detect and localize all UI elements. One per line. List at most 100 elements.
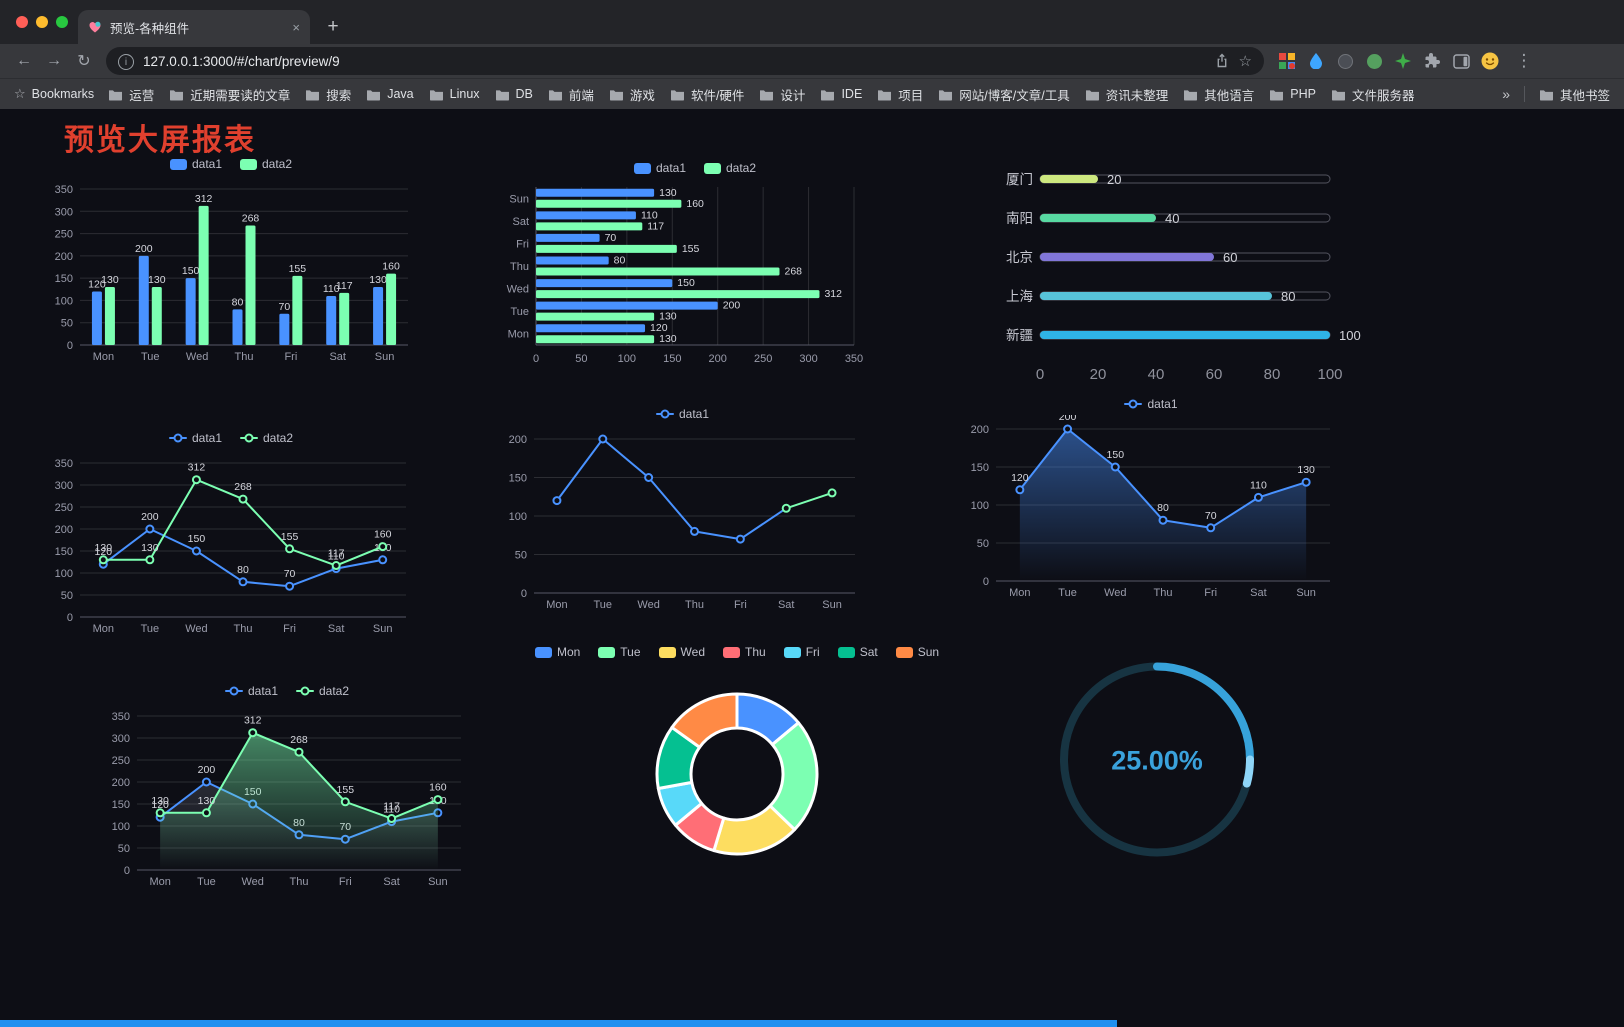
- pixel-extension-icon[interactable]: [1278, 52, 1296, 70]
- svg-text:40: 40: [1165, 211, 1179, 226]
- bookmark-label: DB: [515, 87, 533, 101]
- svg-text:Fri: Fri: [339, 876, 352, 888]
- legend-item-data1[interactable]: data1: [633, 161, 686, 175]
- window-close-button[interactable]: [16, 16, 28, 28]
- svg-text:0: 0: [124, 865, 130, 877]
- menu-icon[interactable]: ⋮: [1515, 51, 1533, 70]
- info-icon[interactable]: i: [118, 52, 134, 71]
- bookmark-folder[interactable]: 前端: [548, 85, 594, 104]
- svg-text:Wed: Wed: [242, 876, 264, 888]
- legend-item-Fri[interactable]: Fri: [783, 645, 820, 659]
- legend-item-Wed[interactable]: Wed: [658, 645, 705, 659]
- bookmark-star-icon[interactable]: ☆: [1238, 53, 1252, 70]
- svg-text:250: 250: [754, 353, 772, 365]
- folder-icon: [1270, 89, 1284, 101]
- svg-text:Wed: Wed: [1104, 587, 1126, 599]
- svg-text:Sun: Sun: [822, 599, 842, 611]
- green-circle-extension-icon[interactable]: [1365, 52, 1383, 70]
- bookmark-folder[interactable]: DB: [495, 87, 533, 101]
- window-zoom-button[interactable]: [56, 16, 68, 28]
- bookmark-folder[interactable]: 其他语言: [1183, 85, 1254, 104]
- legend-item-data2[interactable]: data2: [296, 684, 349, 698]
- bookmark-folder[interactable]: 软件/硬件: [670, 85, 744, 104]
- url-text[interactable]: 127.0.0.1:3000/#/chart/preview/9: [143, 53, 340, 69]
- svg-text:268: 268: [234, 481, 252, 493]
- other-bookmarks[interactable]: 其他书签: [1539, 85, 1610, 104]
- bookmark-folder[interactable]: Linux: [429, 87, 480, 101]
- svg-text:Tue: Tue: [197, 876, 216, 888]
- svg-text:20: 20: [1107, 172, 1121, 187]
- bookmark-folder[interactable]: PHP: [1269, 87, 1316, 101]
- svg-text:0: 0: [1036, 366, 1044, 383]
- legend-item-data1[interactable]: data1: [168, 431, 222, 445]
- star-extension-icon[interactable]: [1394, 52, 1412, 70]
- legend-item-Thu[interactable]: Thu: [723, 645, 766, 659]
- svg-text:新疆: 新疆: [1006, 328, 1033, 343]
- other-bookmarks-label: 其他书签: [1559, 88, 1610, 103]
- bookmark-label: PHP: [1290, 87, 1316, 101]
- legend-item-Tue[interactable]: Tue: [598, 645, 641, 659]
- chart-canvas: 0 50 100 150 200 Mon Tue Wed Thu Fri Sat Sun 120 200 1…: [971, 415, 1330, 599]
- bookmark-folder[interactable]: 设计: [759, 85, 805, 104]
- legend-item-Sun[interactable]: Sun: [895, 645, 939, 659]
- browser-tab[interactable]: 预览-各种组件 ×: [78, 10, 310, 44]
- legend-item-data2[interactable]: data2: [240, 157, 292, 171]
- bookmark-folder[interactable]: 文件服务器: [1331, 85, 1414, 104]
- svg-text:200: 200: [112, 777, 130, 789]
- legend-item-data1[interactable]: data1: [655, 407, 709, 421]
- svg-text:130: 130: [101, 274, 119, 286]
- bookmark-folder[interactable]: Java: [366, 87, 414, 101]
- svg-text:100: 100: [55, 568, 73, 580]
- share-icon[interactable]: [1214, 53, 1230, 69]
- legend-item-Sat[interactable]: Sat: [837, 645, 878, 659]
- forward-button[interactable]: →: [46, 52, 62, 69]
- svg-text:70: 70: [279, 301, 291, 313]
- bookmark-folder[interactable]: 近期需要读的文章: [169, 85, 290, 104]
- bookmark-folder[interactable]: 搜索: [305, 85, 351, 104]
- svg-text:Tue: Tue: [510, 306, 529, 318]
- bookmark-folder[interactable]: 运营: [108, 85, 154, 104]
- legend-item-Mon[interactable]: Mon: [534, 645, 580, 659]
- window-minimize-button[interactable]: [36, 16, 48, 28]
- bookmark-folder[interactable]: 资讯未整理: [1085, 85, 1168, 104]
- bookmark-folder[interactable]: 项目: [877, 85, 923, 104]
- profile-avatar[interactable]: [1481, 52, 1499, 70]
- legend-item-data1[interactable]: data1: [1124, 397, 1178, 411]
- legend-item-data2[interactable]: data2: [704, 161, 756, 175]
- bookmark-label: 设计: [780, 88, 806, 103]
- svg-text:160: 160: [686, 198, 704, 210]
- legend-item-data1[interactable]: data1: [224, 684, 278, 698]
- bookmark-folder[interactable]: 网站/博客/文章/工具: [938, 85, 1070, 104]
- new-tab-button[interactable]: +: [327, 16, 339, 37]
- bookmarks-overflow-button[interactable]: »: [1502, 86, 1510, 102]
- tab-close-icon[interactable]: ×: [292, 19, 300, 35]
- bookmark-folder[interactable]: 游戏: [609, 85, 655, 104]
- folder-icon: [821, 89, 835, 101]
- svg-text:Tue: Tue: [594, 599, 613, 611]
- legend-item-data2[interactable]: data2: [240, 431, 293, 445]
- bookmark-label: 搜索: [326, 88, 352, 103]
- svg-text:110: 110: [383, 804, 400, 816]
- svg-text:0: 0: [67, 340, 73, 352]
- dark-circle-extension-icon[interactable]: [1336, 52, 1354, 70]
- svg-text:南阳: 南阳: [1006, 211, 1033, 226]
- reload-button[interactable]: ↻: [77, 53, 91, 70]
- svg-text:200: 200: [1059, 415, 1077, 423]
- drop-extension-icon[interactable]: [1307, 52, 1325, 70]
- bookmark-label: Linux: [449, 87, 480, 101]
- svg-text:160: 160: [429, 782, 447, 794]
- svg-text:0: 0: [521, 588, 527, 600]
- chart-canvas: 0 50 100 150 200 250 300 350 Mon Tue Wed Thu Fri Sat S…: [55, 458, 406, 635]
- svg-text:Sat: Sat: [1250, 587, 1267, 599]
- svg-text:50: 50: [61, 318, 73, 330]
- legend-label: data2: [726, 161, 757, 175]
- bookmarks-manager[interactable]: ☆ Bookmarks: [14, 86, 94, 102]
- bookmark-folder[interactable]: IDE: [820, 87, 862, 101]
- legend-item-data1[interactable]: data1: [169, 157, 222, 171]
- chart-legend: data1: [962, 393, 1340, 415]
- address-bar[interactable]: i 127.0.0.1:3000/#/chart/preview/9 ☆: [106, 47, 1264, 75]
- svg-text:110: 110: [328, 551, 345, 563]
- extensions-puzzle-icon[interactable]: [1423, 52, 1441, 70]
- back-button[interactable]: ←: [16, 52, 32, 69]
- side-panel-icon[interactable]: [1452, 52, 1470, 70]
